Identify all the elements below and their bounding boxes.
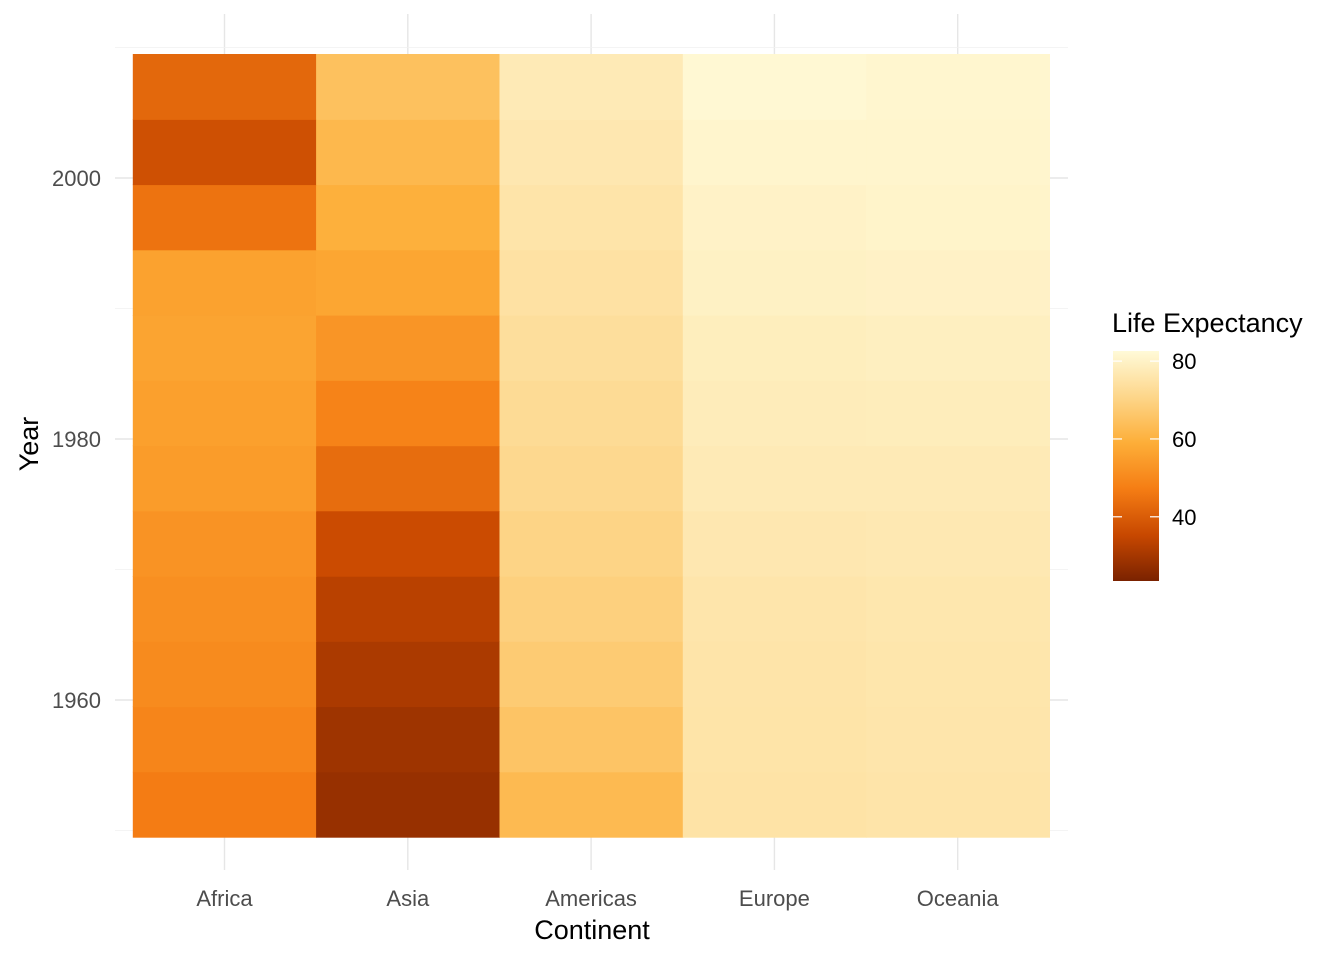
heatmap-tile <box>132 380 317 447</box>
heatmap-tile <box>316 315 500 381</box>
heatmap-tile <box>316 576 500 642</box>
heatmap-tile <box>682 576 867 642</box>
heatmap-tile <box>866 771 1050 838</box>
legend-tick-label: 80 <box>1172 349 1196 374</box>
heatmap-tile <box>866 380 1050 447</box>
heatmap-tile <box>682 184 867 251</box>
heatmap-tile <box>499 576 684 642</box>
legend-color-bar <box>1113 351 1159 581</box>
x-tick-label: Asia <box>386 886 430 911</box>
legend-title: Life Expectancy <box>1112 308 1303 338</box>
heatmap-tile <box>866 445 1050 512</box>
x-tick-label: Oceania <box>917 886 1000 911</box>
heatmap-tile <box>316 54 500 120</box>
heatmap-tile <box>132 576 317 642</box>
heatmap-tile <box>499 184 684 251</box>
x-tick-label: Americas <box>545 886 637 911</box>
heatmap-tile <box>316 184 500 251</box>
heatmap-tile <box>866 706 1050 773</box>
heatmap-tile <box>682 380 867 447</box>
x-axis-title: Continent <box>534 915 650 945</box>
heatmap-tile <box>132 184 317 251</box>
heatmap-tile <box>866 510 1050 577</box>
heatmap-tile <box>866 249 1050 316</box>
heatmap-tile <box>499 706 684 773</box>
y-tick-label: 1980 <box>52 427 101 452</box>
heatmap-tile <box>682 445 867 512</box>
heatmap-tile <box>682 641 867 708</box>
heatmap-tile <box>682 119 867 186</box>
heatmap-tile <box>499 380 684 447</box>
heatmap-tile <box>866 54 1050 120</box>
axes: Africa Asia Americas Europe Oceania 1960 1980 2… <box>52 166 999 911</box>
heatmap-tile <box>682 771 867 838</box>
heatmap-tile <box>866 641 1050 708</box>
heatmap-tile <box>499 445 684 512</box>
heatmap-tile <box>316 249 500 316</box>
heatmap-tile <box>499 54 684 120</box>
heatmap-tiles <box>132 54 1050 838</box>
x-tick-label: Europe <box>739 886 810 911</box>
legend: Life Expectancy 40 60 80 <box>1112 308 1303 581</box>
heatmap-tile <box>132 249 317 316</box>
legend-tick-label: 40 <box>1172 505 1196 530</box>
y-tick-label: 1960 <box>52 688 101 713</box>
heatmap-tile <box>499 641 684 708</box>
heatmap-tile <box>866 184 1050 251</box>
heatmap-tile <box>132 315 317 381</box>
heatmap-tile <box>132 706 317 773</box>
heatmap-tile <box>316 119 500 186</box>
heatmap-tile <box>132 641 317 708</box>
heatmap-tile <box>132 54 317 120</box>
heatmap-tile <box>499 315 684 381</box>
heatmap-tile <box>316 445 500 512</box>
y-axis-title: Year <box>14 417 44 472</box>
heatmap-tile <box>499 510 684 577</box>
heatmap-tile <box>132 510 317 577</box>
y-tick-label: 2000 <box>52 166 101 191</box>
heatmap-tile <box>866 576 1050 642</box>
heatmap-tile <box>316 510 500 577</box>
heatmap-tile <box>316 771 500 838</box>
heatmap-tile <box>132 771 317 838</box>
heatmap-tile <box>866 119 1050 186</box>
heatmap-tile <box>499 771 684 838</box>
heatmap-tile <box>316 706 500 773</box>
heatmap-tile <box>682 315 867 381</box>
heatmap-tile <box>499 249 684 316</box>
heatmap-tile <box>499 119 684 186</box>
legend-tick-label: 60 <box>1172 427 1196 452</box>
heatmap-tile <box>316 641 500 708</box>
heatmap-tile <box>682 706 867 773</box>
heatmap-tile <box>132 445 317 512</box>
heatmap-tile <box>682 249 867 316</box>
heatmap-tile <box>316 380 500 447</box>
heatmap-tile <box>132 119 317 186</box>
x-tick-label: Africa <box>196 886 253 911</box>
heatmap-tile <box>866 315 1050 381</box>
heatmap-tile <box>682 54 867 120</box>
heatmap-tile <box>682 510 867 577</box>
